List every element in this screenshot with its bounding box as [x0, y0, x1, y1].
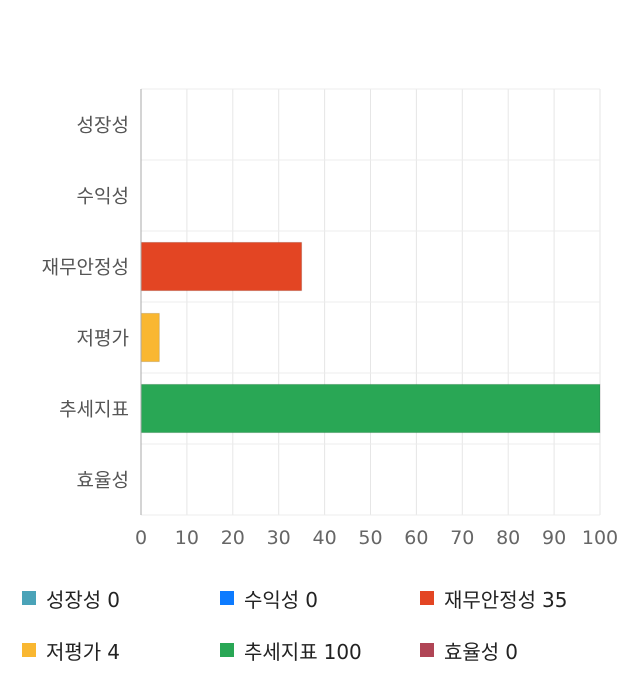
- legend-item-1[interactable]: 수익성 0: [220, 583, 324, 613]
- x-tick-label: 20: [221, 527, 245, 549]
- bars: [140, 241, 601, 434]
- legend-value: 0: [107, 587, 120, 612]
- legend-swatch-icon: [220, 643, 234, 657]
- legend-swatch-icon: [420, 591, 434, 605]
- legend-value: 35: [542, 587, 568, 612]
- legend-swatch-icon: [220, 591, 234, 605]
- x-tick-label: 90: [542, 527, 566, 549]
- x-tick-label: 40: [313, 527, 337, 549]
- legend-label: 재무안정성: [444, 587, 536, 612]
- legend-swatch-icon: [22, 591, 36, 605]
- legend-item-0[interactable]: 성장성 0: [22, 583, 126, 613]
- legend-label: 수익성: [244, 587, 300, 612]
- legend-label: 효율성: [444, 639, 500, 664]
- legend-label: 저평가: [46, 639, 102, 664]
- legend-item-2[interactable]: 재무안정성 35: [420, 583, 573, 613]
- category-label: 추세지표: [59, 399, 129, 421]
- legend-swatch-icon: [22, 643, 36, 657]
- legend: 성장성 0 수익성 0 재무안정성 35 저평가 4 추세지표 100 효율성 0: [0, 575, 640, 695]
- x-tick-label: 0: [135, 527, 147, 549]
- grid: [140, 88, 601, 516]
- legend-item-5[interactable]: 효율성 0: [420, 635, 524, 665]
- x-tick-label: 60: [404, 527, 428, 549]
- legend-swatch-icon: [420, 643, 434, 657]
- category-label: 저평가: [77, 328, 129, 350]
- category-label: 수익성: [77, 186, 129, 208]
- legend-value: 4: [107, 639, 120, 664]
- legend-item-3[interactable]: 저평가 4: [22, 635, 126, 665]
- x-tick-label: 30: [267, 527, 291, 549]
- bar-2[interactable]: [140, 241, 303, 292]
- bar-3[interactable]: [140, 312, 160, 363]
- bar-chart: 0 10 20 30 40 50 60 70 80 90 100 성장성수익성재무안정성저평가추세지표…: [42, 88, 619, 550]
- x-tick-label: 100: [582, 527, 618, 549]
- x-tick-label: 10: [175, 527, 199, 549]
- legend-value: 100: [323, 639, 362, 664]
- x-tick-label: 70: [450, 527, 474, 549]
- category-label: 성장성: [77, 115, 129, 137]
- x-tick-label: 80: [496, 527, 520, 549]
- legend-value: 0: [305, 587, 318, 612]
- category-label: 재무안정성: [42, 257, 129, 279]
- bar-4[interactable]: [140, 383, 601, 434]
- legend-value: 0: [505, 639, 518, 664]
- labels: 0 10 20 30 40 50 60 70 80 90 100 성장성수익성재무안정성저평가추세지표…: [42, 115, 619, 550]
- legend-item-4[interactable]: 추세지표 100: [220, 635, 368, 665]
- x-tick-label: 50: [358, 527, 382, 549]
- category-label: 효율성: [77, 470, 129, 492]
- legend-label: 성장성: [46, 587, 102, 612]
- legend-label: 추세지표: [244, 639, 318, 664]
